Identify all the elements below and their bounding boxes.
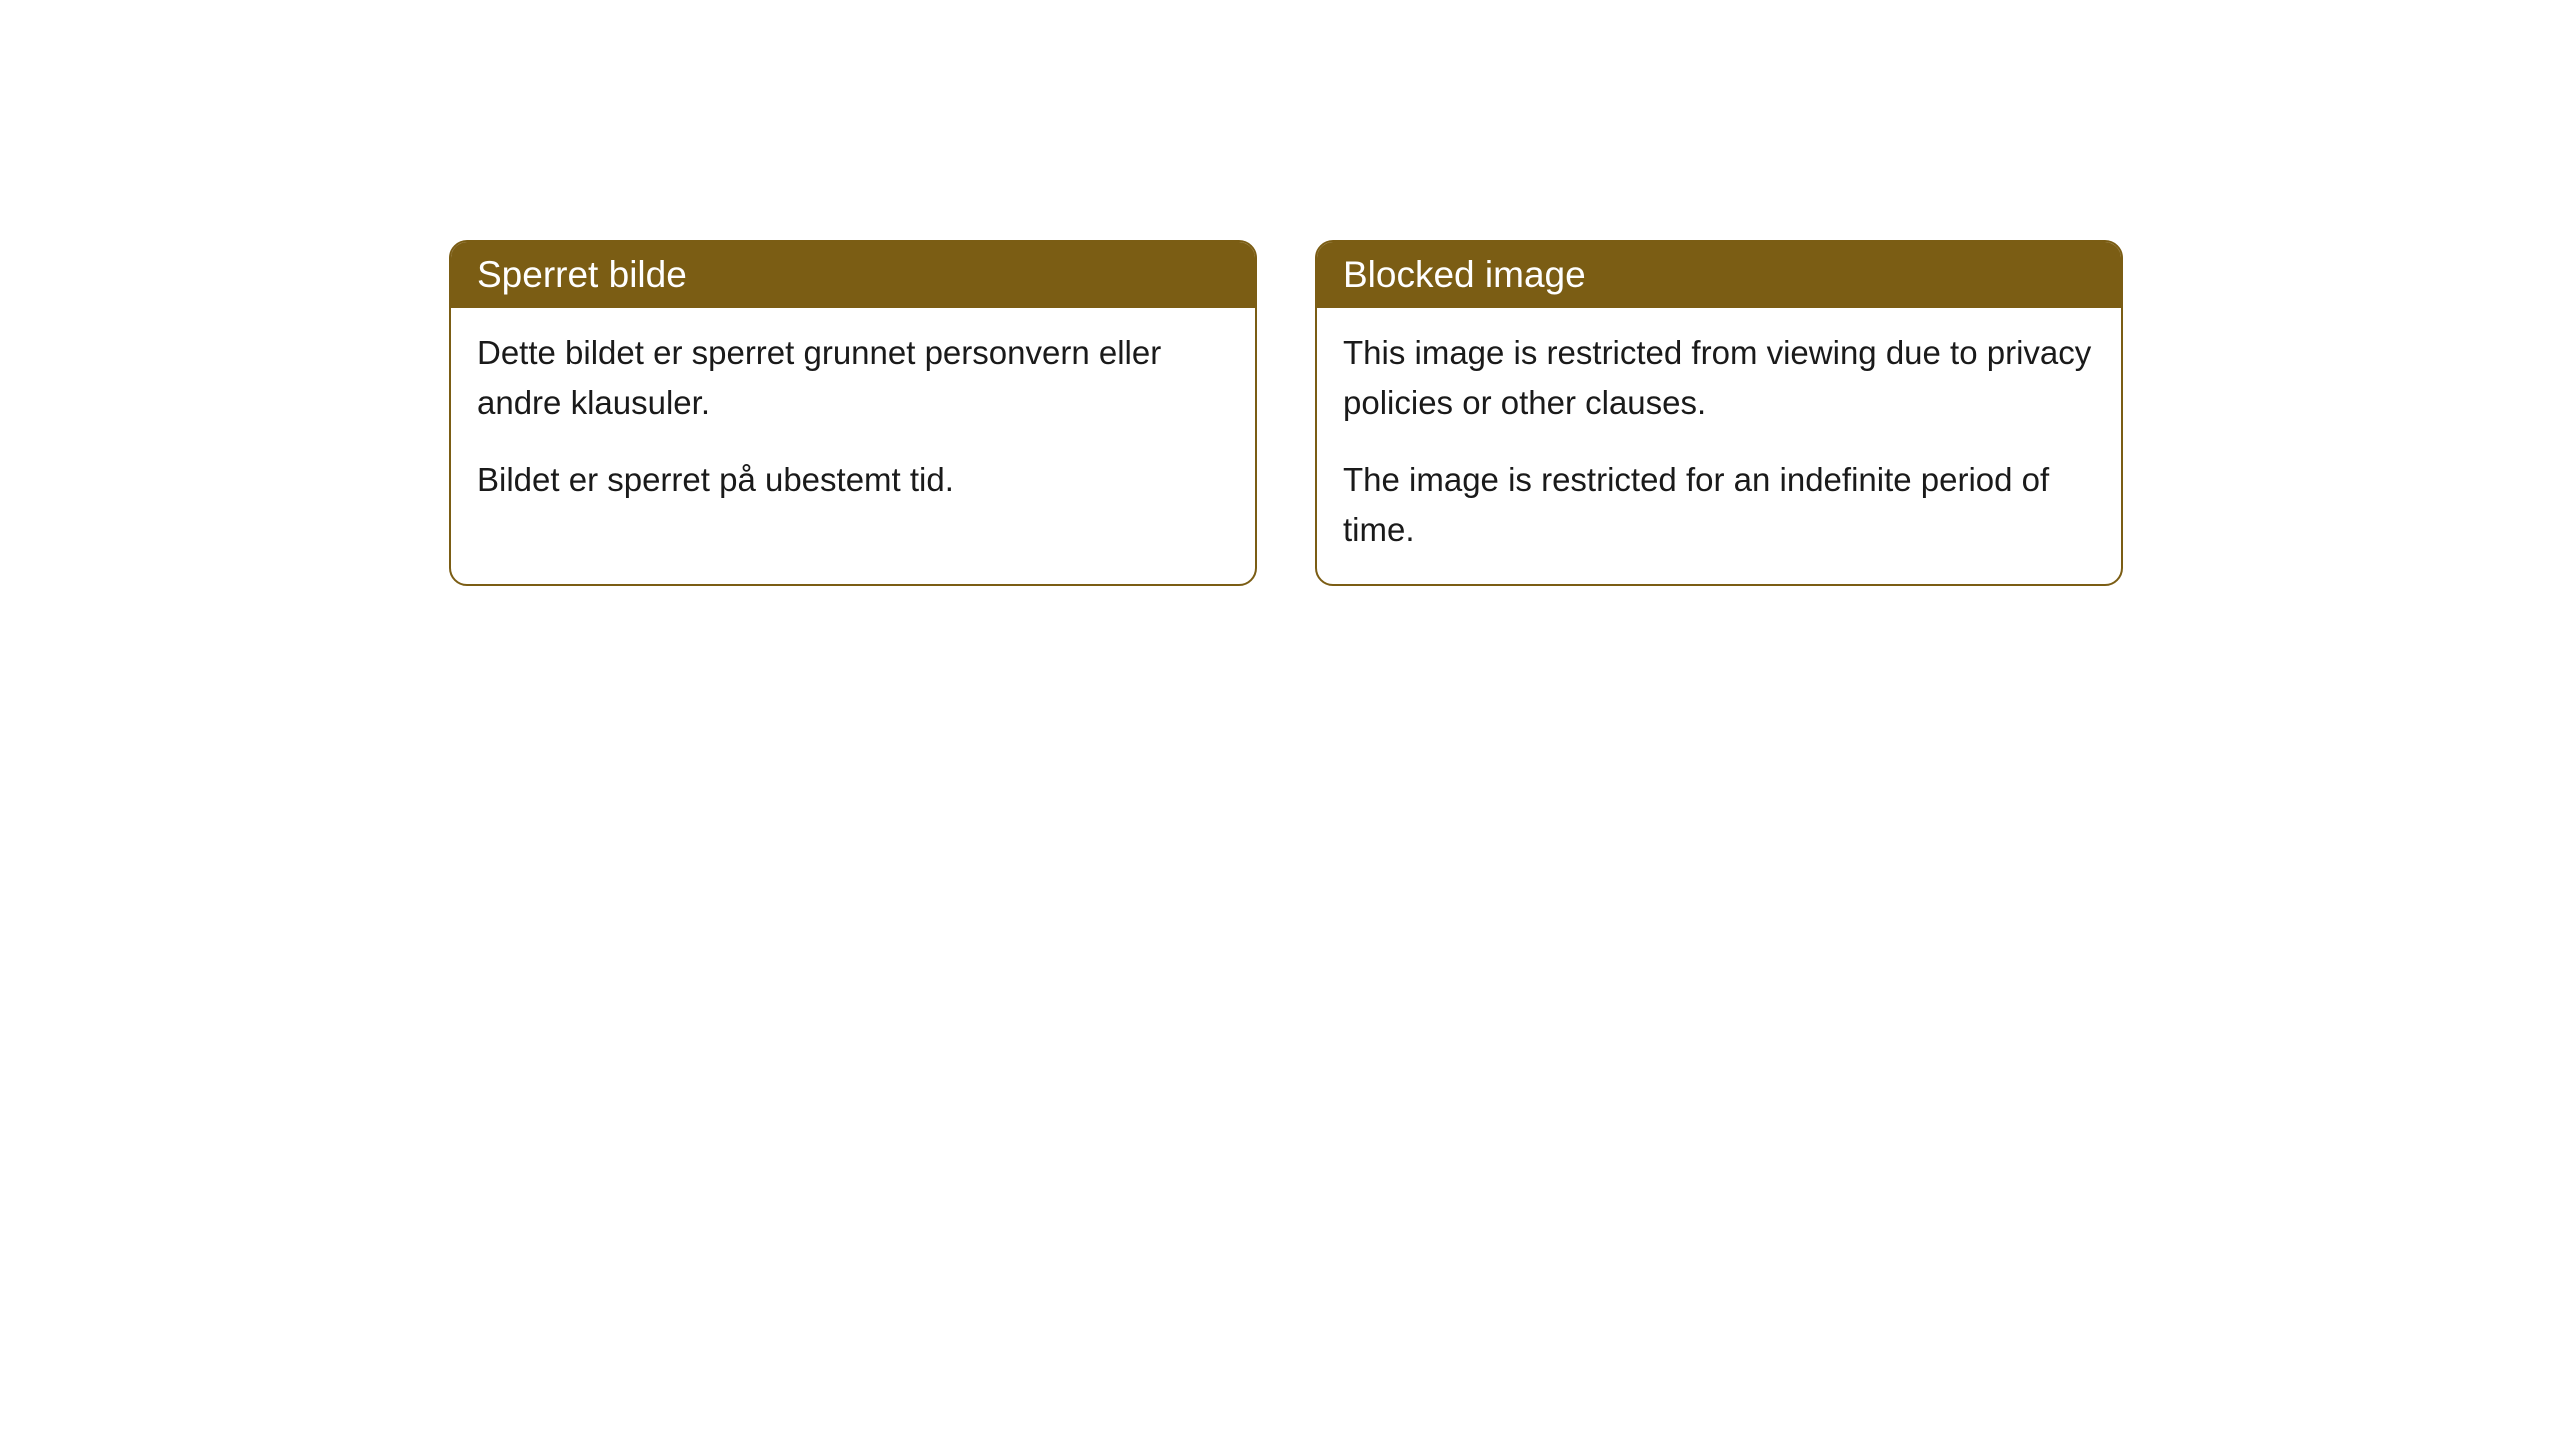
notice-paragraph: This image is restricted from viewing du…	[1343, 328, 2095, 427]
notice-paragraph: The image is restricted for an indefinit…	[1343, 455, 2095, 554]
notice-body: This image is restricted from viewing du…	[1317, 308, 2121, 584]
notice-container: Sperret bilde Dette bildet er sperret gr…	[449, 240, 2123, 586]
notice-paragraph: Bildet er sperret på ubestemt tid.	[477, 455, 1229, 505]
notice-body: Dette bildet er sperret grunnet personve…	[451, 308, 1255, 535]
notice-paragraph: Dette bildet er sperret grunnet personve…	[477, 328, 1229, 427]
notice-title: Sperret bilde	[477, 254, 687, 295]
notice-title: Blocked image	[1343, 254, 1586, 295]
notice-header: Blocked image	[1317, 242, 2121, 308]
notice-card-norwegian: Sperret bilde Dette bildet er sperret gr…	[449, 240, 1257, 586]
notice-card-english: Blocked image This image is restricted f…	[1315, 240, 2123, 586]
notice-header: Sperret bilde	[451, 242, 1255, 308]
